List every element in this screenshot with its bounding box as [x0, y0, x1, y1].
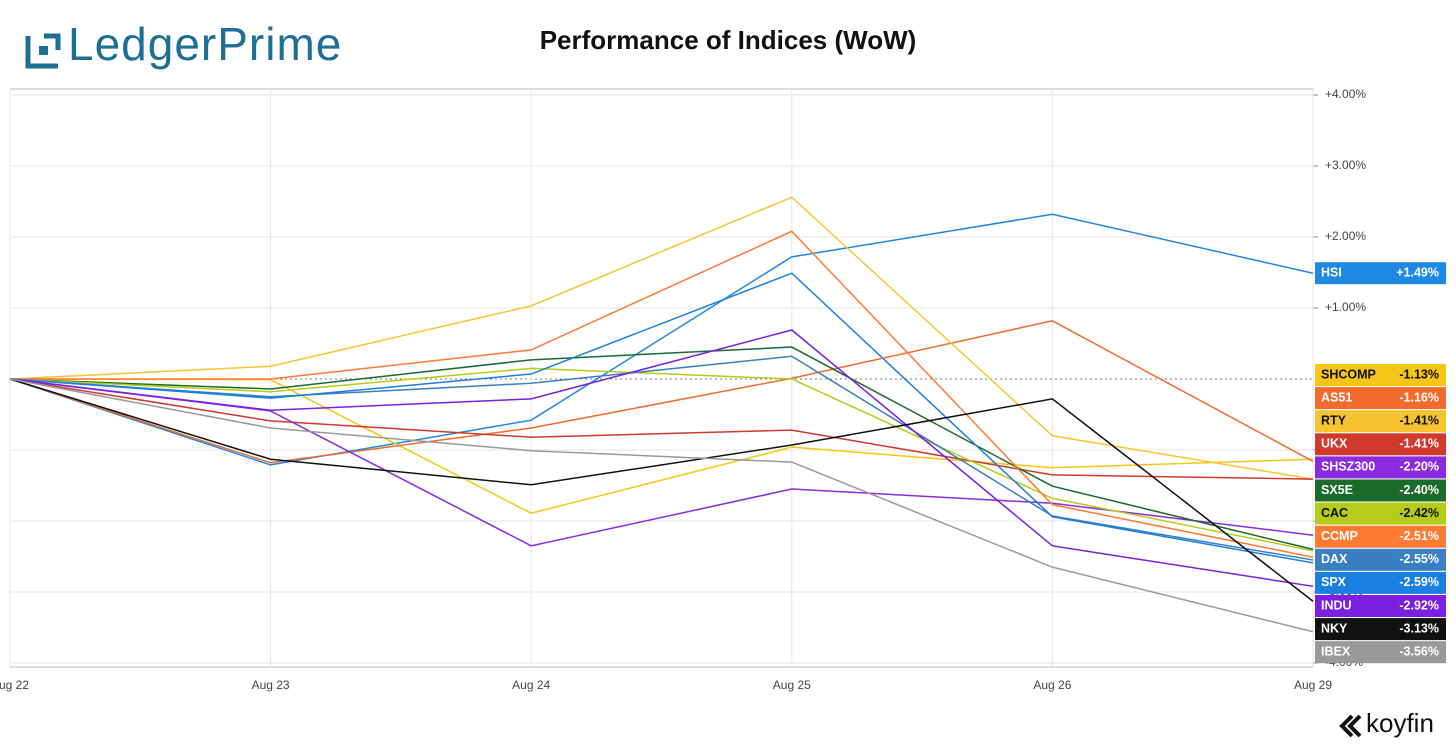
- value-label: -2.59%: [1399, 575, 1439, 589]
- value-label: -2.51%: [1399, 529, 1439, 543]
- legend-box: [1315, 525, 1446, 548]
- legend-box: [1315, 548, 1446, 571]
- value-label: -2.20%: [1399, 460, 1439, 474]
- logo-text: LedgerPrime: [68, 18, 342, 70]
- legend-name: CAC: [1321, 506, 1348, 520]
- legend-box: [1315, 479, 1446, 502]
- legend-name: DAX: [1321, 552, 1348, 566]
- legend-item: DAX -2.55%: [1315, 548, 1446, 571]
- series-line: [9, 213, 1314, 466]
- legend-name: NKY: [1321, 621, 1348, 635]
- value-label: -1.16%: [1399, 390, 1439, 404]
- legend-box: [1315, 262, 1446, 285]
- x-tick-label: Aug 26: [1033, 678, 1071, 692]
- legend-box: [1315, 641, 1446, 664]
- legend-name: INDU: [1321, 598, 1352, 612]
- logo-icon: [25, 33, 61, 69]
- y-tick-label: +2.00%: [1325, 229, 1366, 243]
- legend-name: RTY: [1321, 413, 1347, 427]
- legend-name: IBEX: [1321, 644, 1351, 658]
- legend-item: SHCOMP -1.13%: [1315, 364, 1446, 386]
- series-line: [9, 367, 1314, 552]
- x-tick-label: Aug 29: [1294, 678, 1332, 692]
- legend-name: HSI: [1321, 266, 1342, 280]
- series-line: [9, 329, 1314, 588]
- legend-box: [1315, 364, 1446, 386]
- brand-icon: [1339, 714, 1362, 738]
- y-tick-label: +1.00%: [1325, 300, 1366, 314]
- value-label: -3.13%: [1399, 621, 1439, 635]
- legend-item: SX5E -2.40%: [1315, 479, 1446, 502]
- legend-name: SPX: [1321, 575, 1347, 589]
- legend-name: SHSZ300: [1321, 460, 1375, 474]
- legend-item: IBEX -3.56%: [1315, 641, 1446, 664]
- legend-box: [1315, 433, 1446, 456]
- legend-box: [1315, 387, 1446, 410]
- value-label: -2.55%: [1399, 552, 1439, 566]
- x-tick-label: Aug 23: [252, 678, 290, 692]
- y-tick-label: +4.00%: [1325, 87, 1366, 101]
- series-line: [9, 378, 1314, 602]
- legend-name: CCMP: [1321, 529, 1358, 543]
- series-line: [9, 355, 1314, 561]
- legend-box: [1315, 595, 1446, 617]
- series-line: [9, 272, 1314, 564]
- series-line: [9, 378, 1314, 633]
- legend-name: SX5E: [1321, 483, 1353, 497]
- legend-name: AS51: [1321, 390, 1352, 404]
- legend-item: AS51 -1.16%: [1315, 387, 1446, 410]
- series-line: [9, 319, 1314, 464]
- brand-text: koyfin: [1366, 708, 1434, 738]
- legend-item: SHSZ300 -2.20%: [1315, 456, 1446, 479]
- x-tick-label: Aug 24: [512, 678, 550, 692]
- legend-item: CAC -2.42%: [1315, 502, 1446, 525]
- legend-box: [1315, 502, 1446, 525]
- plot-frame: [9, 88, 1314, 668]
- value-label: -1.13%: [1399, 367, 1439, 381]
- value-label: -3.56%: [1399, 644, 1439, 658]
- value-label: -2.40%: [1399, 483, 1439, 497]
- legend-item: HSI +1.49%: [1315, 262, 1446, 285]
- value-label: -1.41%: [1399, 413, 1439, 427]
- legend-item: INDU -2.92%: [1315, 595, 1446, 617]
- series-line: [9, 346, 1314, 551]
- series-line: [10, 230, 1314, 558]
- legend-name: UKX: [1321, 437, 1348, 451]
- value-label: -2.92%: [1399, 598, 1439, 612]
- chart-title: Performance of Indices (WoW): [540, 25, 917, 55]
- series-line: [9, 196, 1314, 480]
- y-tick-label: +3.00%: [1325, 158, 1366, 172]
- legend-item: RTY -1.41%: [1315, 410, 1446, 433]
- legend-item: UKX -1.41%: [1315, 433, 1446, 456]
- value-label: +1.49%: [1396, 266, 1439, 280]
- x-tick-label: Aug 25: [773, 678, 811, 692]
- legend-item: CCMP -2.51%: [1315, 525, 1446, 548]
- legend-box: [1315, 618, 1446, 641]
- series-line: [9, 378, 1314, 480]
- value-label: -1.41%: [1399, 437, 1439, 451]
- legend-item: NKY -3.13%: [1315, 618, 1446, 641]
- legend-box: [1315, 571, 1446, 594]
- value-label: -2.42%: [1399, 506, 1439, 520]
- legend-box: [1315, 410, 1446, 433]
- legend-item: SPX -2.59%: [1315, 571, 1446, 594]
- legend-box: [1315, 456, 1446, 479]
- x-tick-label: Aug 22: [0, 678, 29, 692]
- legend-name: SHCOMP: [1321, 367, 1376, 381]
